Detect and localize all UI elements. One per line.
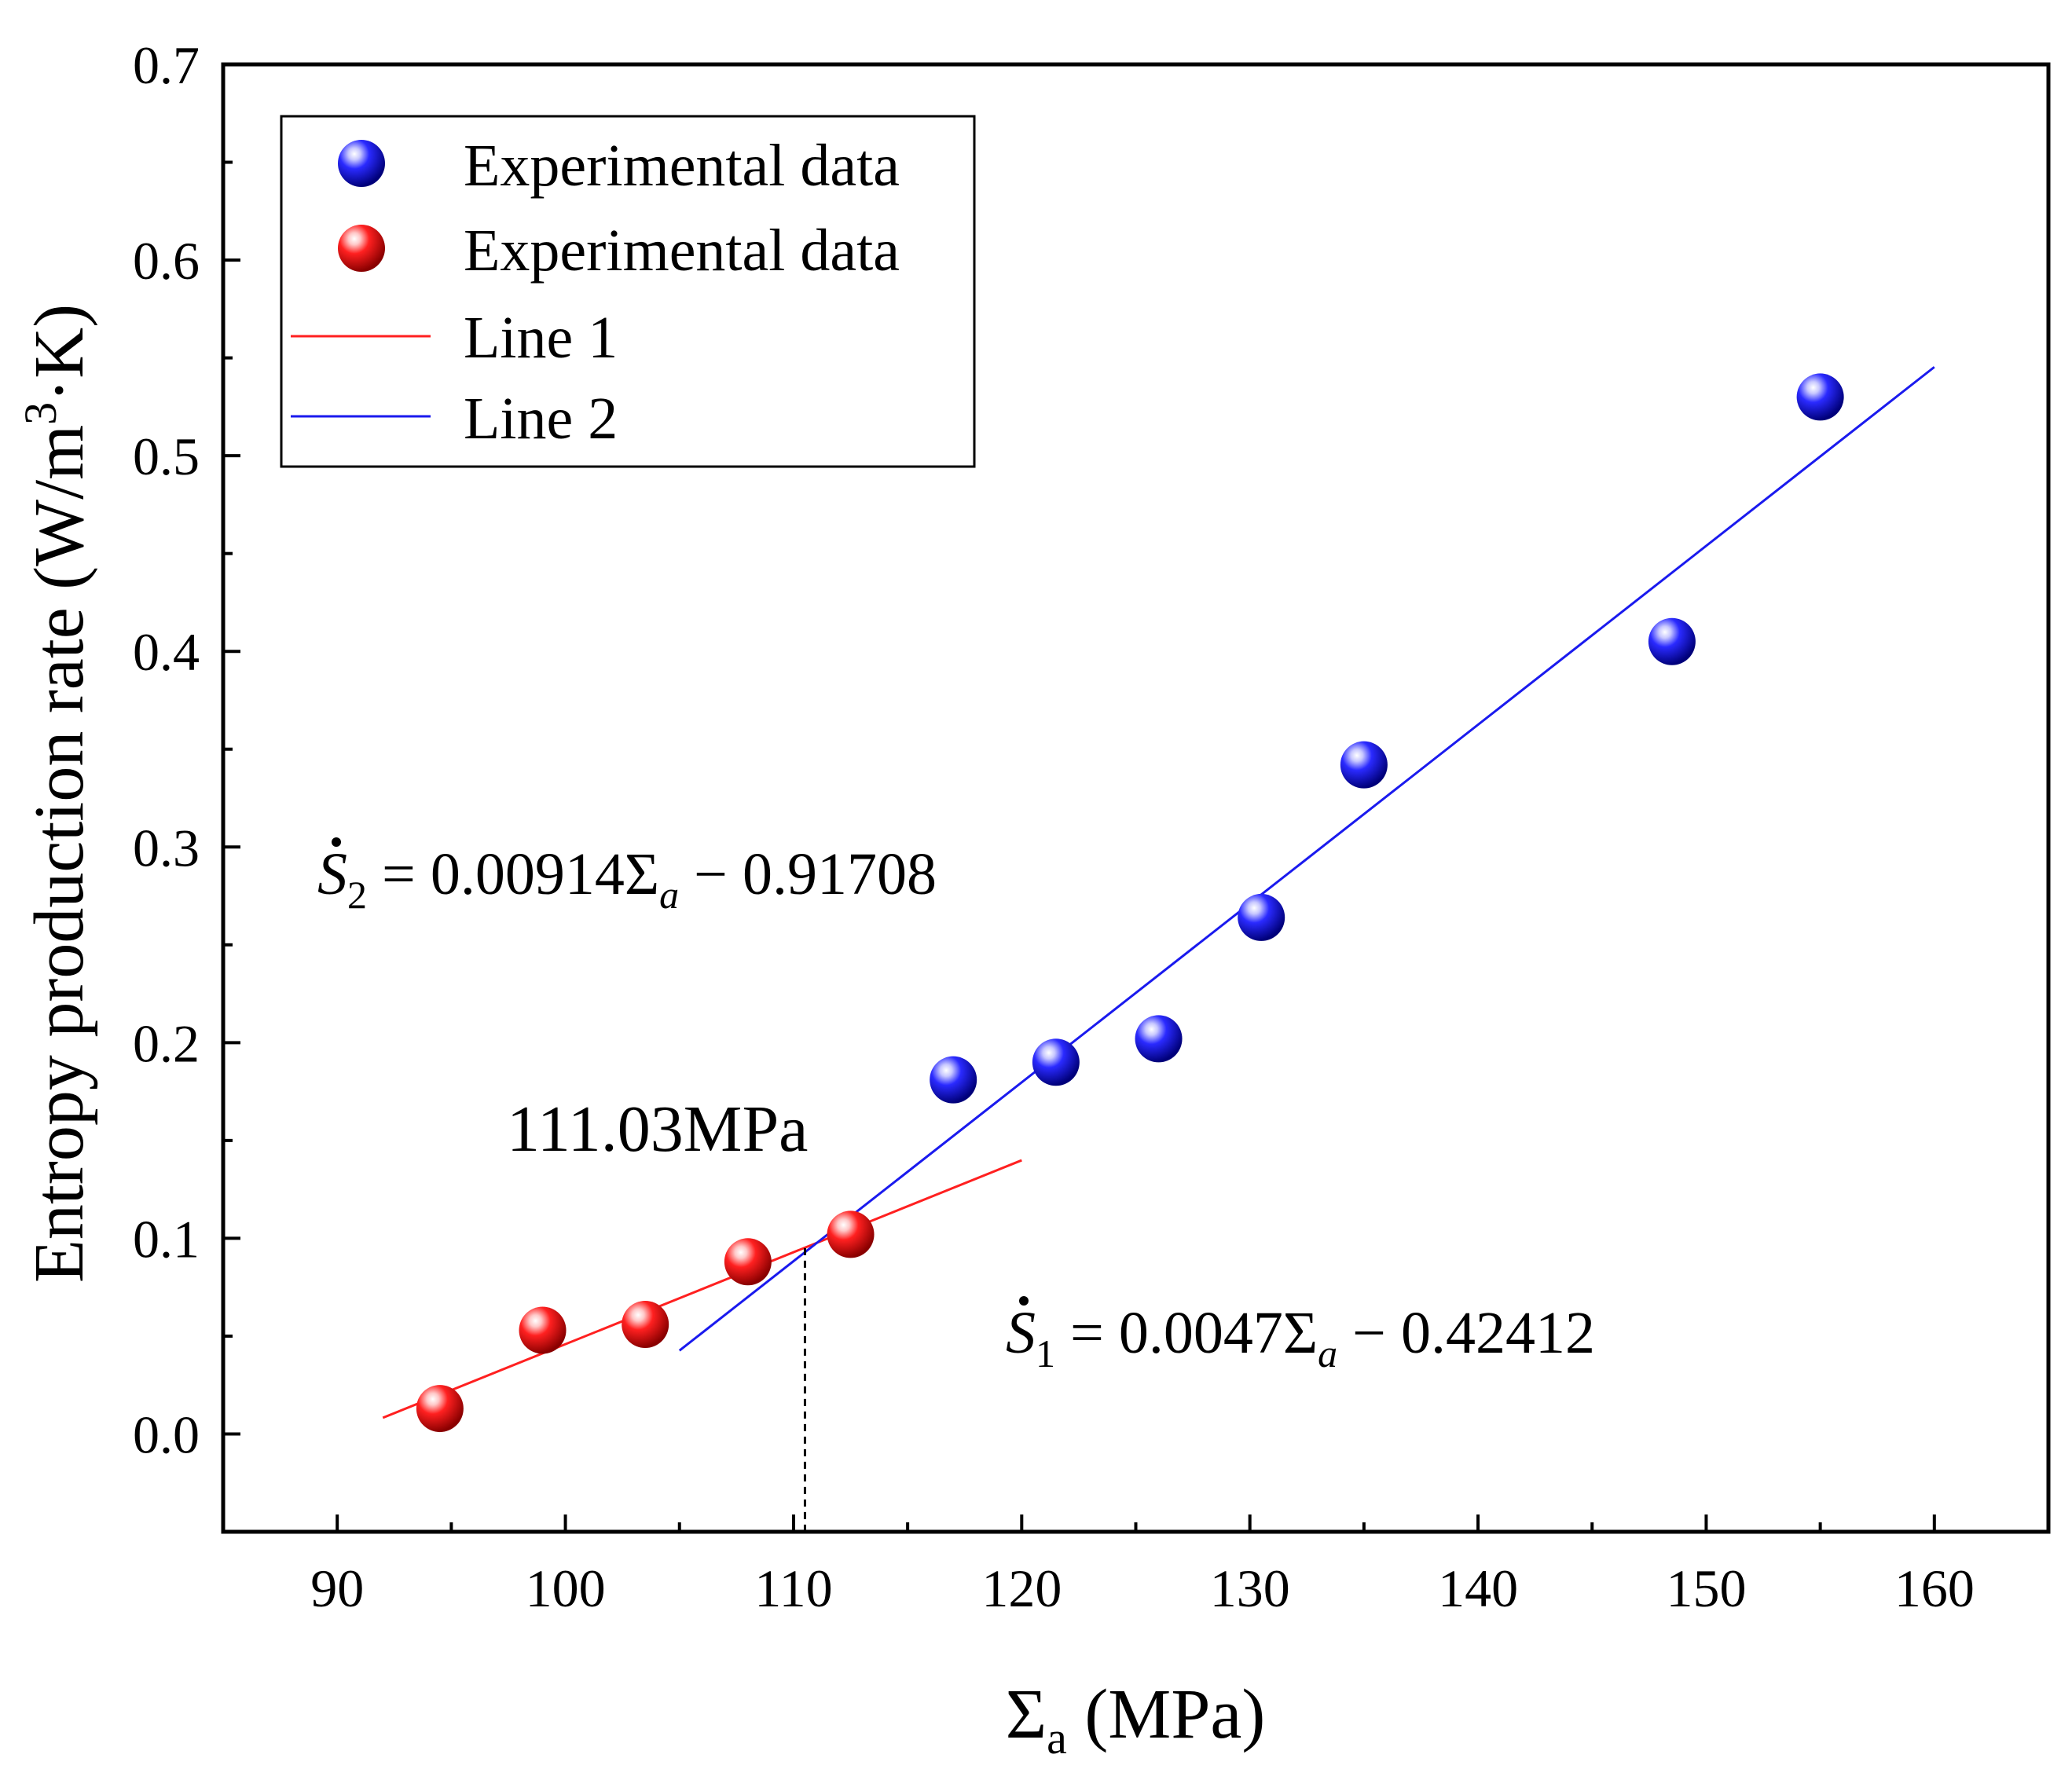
x-tick-label: 160: [1894, 1558, 1975, 1618]
data-point-blue: [1796, 373, 1844, 421]
data-point-red: [724, 1238, 772, 1286]
x-tick-label: 120: [981, 1558, 1062, 1618]
x-tick-label: 140: [1438, 1558, 1518, 1618]
x-tick-label: 90: [310, 1558, 364, 1618]
y-axis-title: Entropy production rate (W/m3·K): [15, 304, 98, 1283]
eq2-subscript: 2: [347, 873, 367, 917]
y-axis-title-tail: ·K): [20, 304, 98, 402]
eq2-var-subscript: a: [659, 873, 679, 917]
x-tick-label: 110: [754, 1558, 832, 1618]
equation-line-1: S1 = 0.0047Σa − 0.42412: [1006, 1296, 1595, 1375]
x-axis-title: Σa (MPa): [1006, 1676, 1266, 1764]
eq1-var-subscript: a: [1318, 1331, 1337, 1375]
eq1-symbol: S: [1006, 1300, 1036, 1366]
y-tick-label: 0.4: [133, 622, 200, 682]
eq1-coefficient: = 0.0047Σ: [1055, 1300, 1318, 1366]
eq2-intercept: − 0.91708: [679, 841, 937, 907]
data-point-red: [827, 1210, 875, 1258]
data-point-red: [519, 1306, 567, 1354]
data-point-blue: [1648, 617, 1696, 665]
y-tick-label: 0.2: [133, 1013, 200, 1073]
legend-label-blue: Experimental data: [464, 133, 900, 199]
x-tick-label: 100: [526, 1558, 606, 1618]
data-point-red: [622, 1300, 669, 1348]
equation-line-2: S2 = 0.00914Σa − 0.91708: [317, 837, 937, 917]
data-points: [416, 373, 1844, 1433]
y-tick-label: 0.3: [133, 818, 200, 877]
fit-lines: [382, 366, 1935, 1419]
axis-ticks: [222, 63, 2050, 1532]
eq1-intercept: − 0.42412: [1337, 1300, 1595, 1366]
data-point-red: [416, 1385, 464, 1433]
fit-line-1: [382, 1159, 1022, 1419]
legend-label-line-2: Line 2: [464, 386, 618, 452]
eq2-dot-accent: [332, 837, 341, 847]
y-tick-label: 0.5: [133, 427, 200, 486]
legend-marker-red: [338, 225, 385, 272]
eq1-dot-accent: [1019, 1296, 1029, 1306]
x-tick-label: 150: [1666, 1558, 1746, 1618]
y-tick-label: 0.1: [133, 1209, 200, 1269]
y-tick-label: 0.0: [133, 1405, 200, 1464]
intersection-label: 111.03MPa: [507, 1093, 808, 1166]
x-axis-title-unit: (MPa): [1067, 1676, 1265, 1753]
y-tick-label: 0.7: [133, 35, 200, 95]
x-tick-label: 130: [1210, 1558, 1290, 1618]
y-tick-label: 0.6: [133, 231, 200, 291]
fit-line-2: [678, 366, 1935, 1352]
x-axis-title-main: Σ: [1006, 1676, 1047, 1753]
legend-label-line-1: Line 1: [464, 305, 618, 371]
legend-box: [280, 115, 976, 468]
eq1-subscript: 1: [1036, 1331, 1055, 1375]
svg-text:S1 = 0.0047Σa − 0.42412: S1 = 0.0047Σa − 0.42412: [1006, 1300, 1595, 1375]
axis-tick-labels: 90 100 110 120 130 140 150 160 0.0 0.1 0.2 0.3 0.4 0.…: [133, 35, 1975, 1618]
legend: Experimental data Experimental data Line…: [280, 115, 976, 468]
data-point-blue: [1135, 1015, 1183, 1063]
y-axis-title-main: Entropy production rate (W/m: [20, 425, 98, 1283]
data-point-blue: [1340, 741, 1388, 789]
y-axis-title-sup: 3: [15, 402, 66, 425]
x-axis-title-sub: a: [1047, 1712, 1067, 1764]
eq2-coefficient: = 0.00914Σ: [367, 841, 659, 907]
data-point-blue: [930, 1056, 977, 1104]
data-point-blue: [1238, 893, 1285, 941]
svg-text:S2 = 0.00914Σa − 0.91708: S2 = 0.00914Σa − 0.91708: [317, 841, 937, 917]
data-point-blue: [1032, 1038, 1080, 1086]
eq2-symbol: S: [317, 841, 347, 907]
legend-marker-blue: [338, 140, 385, 187]
legend-label-red: Experimental data: [464, 218, 900, 284]
